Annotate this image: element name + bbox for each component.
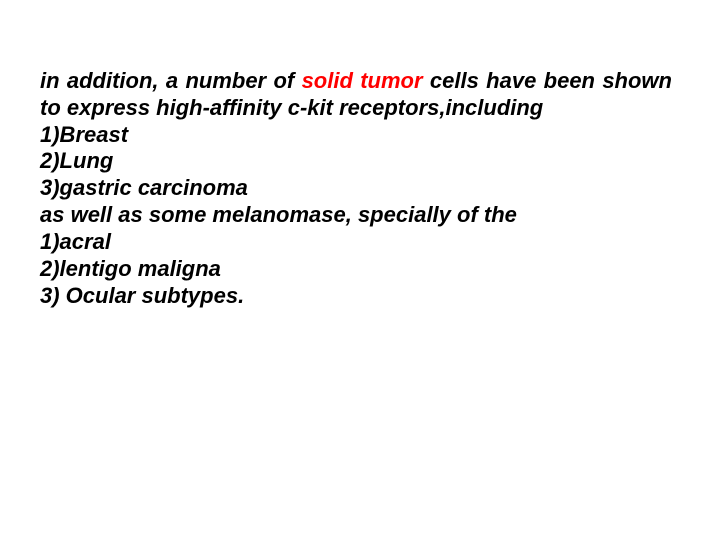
bridge-line: as well as some melanomase, specially of… [40,202,672,229]
intro-paragraph: in addition, a number of solid tumor cel… [40,68,672,122]
list1-item1: 1)Breast [40,122,672,149]
intro-tail: including [445,95,543,120]
list1-item3: 3)gastric carcinoma [40,175,672,202]
list1-item2: 2)Lung [40,148,672,175]
intro-pre: in addition, a number of [40,68,302,93]
list2-item1: 1)acral [40,229,672,256]
intro-highlight: solid tumor [302,68,423,93]
list2-item2: 2)lentigo maligna [40,256,672,283]
slide-container: in addition, a number of solid tumor cel… [0,0,720,540]
body-text-block: in addition, a number of solid tumor cel… [40,68,672,309]
list2-item3: 3) Ocular subtypes. [40,283,672,310]
